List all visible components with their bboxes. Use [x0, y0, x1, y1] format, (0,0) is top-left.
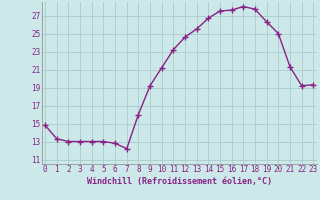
X-axis label: Windchill (Refroidissement éolien,°C): Windchill (Refroidissement éolien,°C): [87, 177, 272, 186]
